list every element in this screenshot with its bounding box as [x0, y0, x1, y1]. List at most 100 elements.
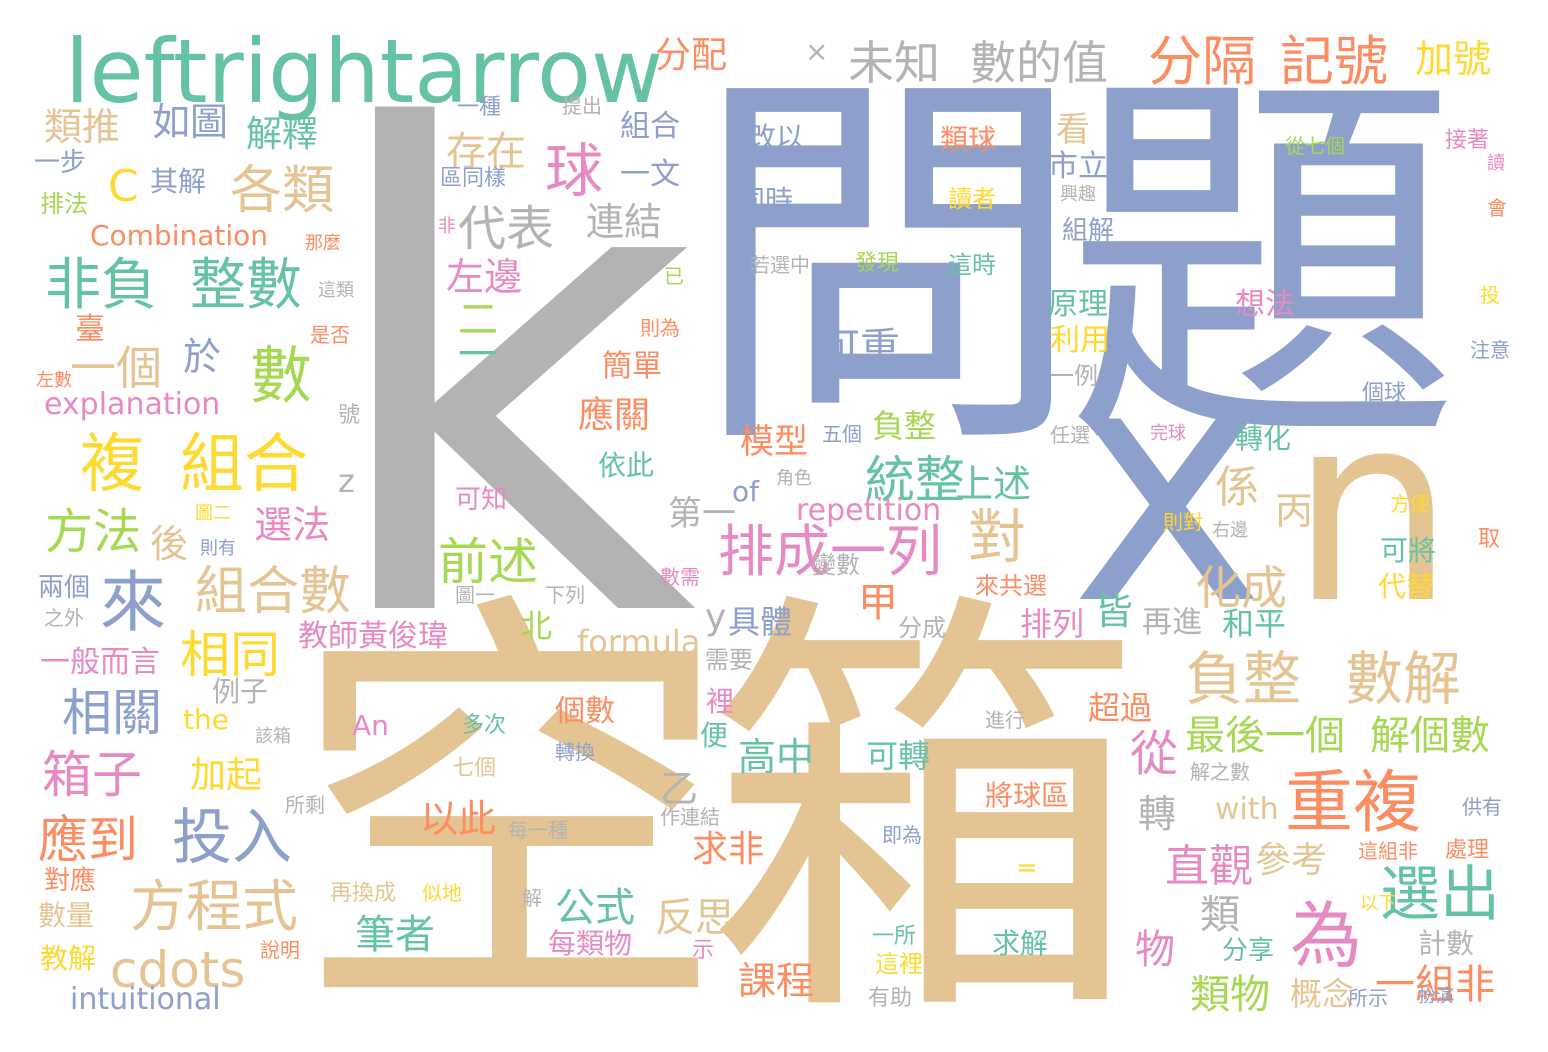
word-explanation: explanation — [44, 387, 221, 422]
word-youbian: 右邊 — [1212, 520, 1248, 541]
word-xuanchu: 選出 — [1380, 860, 1500, 930]
word-yici: 以此 — [420, 797, 497, 841]
word-congqige: 從七個 — [1285, 134, 1345, 158]
word-leftrightarrow: leftrightarrow — [65, 20, 663, 123]
word-duiying: 對應 — [44, 866, 97, 896]
word-zhiguan: 直觀 — [1165, 841, 1253, 892]
word-tuyi: 圖一 — [455, 583, 495, 607]
word-fenpei: 分配 — [655, 35, 728, 76]
word-gainian: 概念 — [1290, 975, 1355, 1013]
word-ruoxuanzhong: 若選中 — [750, 253, 810, 277]
word-zedui: 則對 — [1163, 510, 1203, 534]
word-shuliang: 數量 — [38, 899, 95, 932]
word-kecheng: 課程 — [738, 959, 815, 1003]
word-rutu: 如圖 — [152, 100, 229, 144]
word-jishu: 計數 — [1418, 927, 1475, 960]
word-yici2: 依此 — [598, 449, 655, 482]
word-qiu: 球 — [535, 140, 603, 198]
word-zuolianjie: 作連結 — [660, 805, 720, 829]
word-wu: 物 — [1135, 927, 1175, 973]
word-shujie: 數解 — [1345, 645, 1462, 713]
word-dui: 對 — [968, 503, 1027, 571]
word-yizufei: 一組非 — [1375, 962, 1495, 1008]
word-fencheng: 分成 — [898, 614, 946, 642]
word-liyong: 利用 — [1050, 323, 1110, 358]
word-kongxiang: 空箱 — [290, 559, 1145, 1052]
word-liangge: 兩個 — [38, 573, 91, 603]
word-fuzheng: 負整 — [1185, 645, 1302, 713]
word-hui: 會 — [1487, 196, 1507, 220]
word-yige: 一個 — [70, 341, 162, 395]
word-zuhe2: 組合 — [620, 109, 680, 144]
word-tuer: 圖二 — [195, 503, 231, 524]
word-weizhi: 未知 — [848, 36, 940, 90]
word-qu: 取 — [1478, 527, 1501, 552]
word-bing: 丙 — [1275, 489, 1314, 533]
word-xialie: 下列 — [545, 583, 585, 607]
word-z: z — [338, 462, 355, 500]
word-suosheng: 所剩 — [285, 793, 325, 817]
word-shi: 示 — [692, 938, 715, 963]
word-jiandan: 簡單 — [602, 349, 662, 384]
word-shangshu: 上述 — [955, 462, 1032, 506]
word-moxing: 模型 — [740, 422, 808, 462]
word-tichu: 提出 — [562, 94, 602, 118]
word-gelei: 各類 — [230, 161, 335, 221]
word-diyi: 第一 — [668, 494, 736, 534]
word-sidi: 似地 — [422, 881, 462, 905]
word-zheli: 這裡 — [875, 950, 923, 978]
word-feifu: 非負 — [45, 253, 157, 318]
word-n: n — [1290, 359, 1455, 661]
word-cankao: 參考 — [1255, 840, 1328, 881]
word-meileiwu: 每類物 — [548, 927, 633, 960]
word-wei: 為 — [1290, 894, 1363, 978]
word-leitui: 類推 — [44, 105, 121, 149]
word-tou: 投 — [1480, 283, 1500, 307]
word-jiaose: 角色 — [776, 468, 812, 489]
word-of: of — [732, 475, 759, 508]
word-jiezhishu: 解之數 — [1190, 760, 1250, 784]
word-suoshi: 所示 — [1348, 986, 1388, 1010]
word-fu: 複 — [80, 428, 144, 502]
word-shifou: 是否 — [310, 323, 350, 347]
math-mark-icon: × — [805, 35, 829, 68]
word-chuli: 處理 — [1445, 838, 1490, 863]
word-fansi: 反思 — [655, 895, 735, 941]
word-cunzai: 存在 — [446, 129, 526, 175]
word-gaozhong: 高中 — [738, 735, 815, 779]
word-qianshu: 前述 — [438, 533, 538, 591]
word-gongshi: 公式 — [555, 885, 635, 931]
word-name: 那麼 — [305, 233, 341, 254]
word-li: 裡 — [706, 685, 735, 718]
word-zhelei: 這類 — [318, 280, 354, 301]
word-qiujie: 求解 — [992, 927, 1049, 960]
word-bei: 北 — [520, 607, 553, 645]
word-zhengshu: 整數 — [190, 253, 302, 318]
word-xiangzi: 箱子 — [42, 746, 142, 804]
word-jie2: 解 — [522, 886, 542, 910]
word-keczhong: 可重 — [820, 325, 900, 371]
word-formula: formula — [577, 623, 701, 661]
word-x: x — [1070, 293, 1266, 677]
word-hao: 號 — [338, 403, 361, 428]
word-faxian: 發現 — [855, 251, 900, 276]
word-kan: 看 — [1056, 110, 1090, 150]
word-cong: 從 — [1130, 726, 1179, 782]
word-with: with — [1215, 792, 1279, 827]
word-jie: 皆 — [1095, 589, 1134, 633]
word-kezhuan: 可轉 — [866, 737, 931, 775]
word-kezhi: 可知 — [455, 485, 508, 515]
word-equals: = — [1016, 853, 1038, 883]
word-geqiu: 個球 — [1362, 381, 1407, 406]
word-tongzheng: 統整 — [865, 451, 965, 509]
word-yi2: 乙 — [660, 767, 699, 811]
word-banyan: 扮演 — [1418, 986, 1454, 1007]
word-jieshi: 解釋 — [246, 114, 319, 155]
word-fangbian: 方便 — [1390, 492, 1430, 516]
word-zhezufei: 這組非 — [1358, 839, 1418, 863]
word-daibiao: 代表 — [458, 201, 555, 257]
word-yizhong: 一種 — [457, 95, 502, 120]
word-qige: 七個 — [452, 756, 497, 781]
word-lai: 來 — [100, 564, 166, 641]
word-jiangqiuqu: 將球區 — [985, 779, 1070, 812]
